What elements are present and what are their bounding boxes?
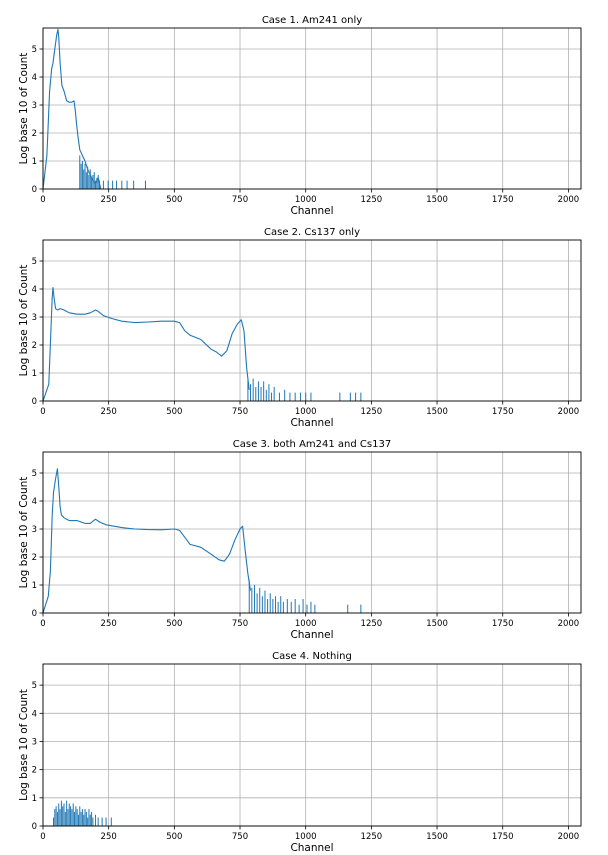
y-tick-label: 3: [32, 737, 37, 747]
x-tick-label: 0: [40, 407, 45, 417]
y-tick-label: 3: [32, 101, 37, 111]
x-axis-label: Channel: [290, 629, 333, 641]
y-tick-label: 4: [32, 709, 37, 719]
x-tick-label: 2000: [558, 832, 580, 842]
plot-frame: [42, 663, 582, 827]
series-line: [42, 28, 102, 190]
y-tick-label: 2: [32, 341, 37, 351]
x-tick-label: 1000: [295, 195, 317, 205]
y-axis-label: Log base 10 of Count: [18, 689, 30, 801]
y-tick-label: 4: [32, 73, 37, 83]
y-tick-label: 4: [32, 285, 37, 295]
y-tick-label: 0: [32, 609, 37, 619]
x-tick-label: 2000: [558, 195, 580, 205]
x-tick-label: 750: [232, 195, 248, 205]
chart-title: Case 2. Cs137 only: [264, 227, 360, 238]
x-tick-label: 1000: [295, 832, 317, 842]
x-tick-label: 1500: [426, 195, 448, 205]
x-tick-label: 500: [166, 195, 182, 205]
y-axis-label: Log base 10 of Count: [18, 265, 30, 377]
x-tick-label: 250: [101, 832, 117, 842]
y-tick-label: 5: [32, 45, 37, 55]
series-line: [42, 468, 252, 614]
plot-frame: [42, 27, 582, 190]
plot-frame: [42, 239, 582, 402]
chart-panel-1: 0 250 500 750 1000 1250 1500 1750 2000 0 1 2 3 4 5 Case…: [18, 15, 582, 217]
y-tick-label: 2: [32, 766, 37, 776]
x-tick-label: 1500: [426, 619, 448, 629]
x-tick-label: 2000: [558, 619, 580, 629]
x-tick-label: 1250: [361, 407, 383, 417]
x-tick-label: 0: [40, 619, 45, 629]
x-tick-label: 0: [40, 832, 45, 842]
y-tick-label: 1: [32, 794, 37, 804]
x-tick-label: 1750: [492, 407, 514, 417]
x-tick-label: 1750: [492, 195, 514, 205]
y-tick-label: 0: [32, 185, 37, 195]
chart-panel-4: 0 250 500 750 1000 1250 1500 1750 2000 0 1 2 3 4 5 Case…: [18, 651, 582, 854]
y-tick-label: 2: [32, 129, 37, 139]
y-axis-label: Log base 10 of Count: [18, 477, 30, 589]
chart-title: Case 4. Nothing: [272, 651, 352, 662]
x-tick-label: 750: [232, 407, 248, 417]
x-tick-label: 0: [40, 195, 45, 205]
chart-panel-3: 0 250 500 750 1000 1250 1500 1750 2000 0 1 2 3 4 5 Case…: [18, 439, 582, 641]
x-tick-label: 1500: [426, 407, 448, 417]
y-tick-label: 4: [32, 497, 37, 507]
x-tick-label: 1250: [361, 832, 383, 842]
y-tick-label: 2: [32, 553, 37, 563]
y-tick-label: 1: [32, 157, 37, 167]
x-axis-label: Channel: [290, 417, 333, 429]
x-tick-label: 2000: [558, 407, 580, 417]
chart-title: Case 1. Am241 only: [262, 15, 362, 26]
x-tick-label: 750: [232, 619, 248, 629]
x-tick-label: 500: [166, 619, 182, 629]
chart-title: Case 3. both Am241 and Cs137: [233, 439, 391, 450]
x-tick-label: 1500: [426, 832, 448, 842]
y-tick-label: 1: [32, 369, 37, 379]
y-tick-label: 5: [32, 681, 37, 691]
chart-panel-2: 0 250 500 750 1000 1250 1500 1750 2000 0 1 2 3 4 5 Case…: [18, 227, 582, 429]
x-tick-label: 1250: [361, 195, 383, 205]
y-tick-label: 3: [32, 525, 37, 535]
y-tick-label: 0: [32, 397, 37, 407]
y-tick-label: 3: [32, 313, 37, 323]
x-tick-label: 250: [101, 619, 117, 629]
y-tick-label: 5: [32, 469, 37, 479]
x-tick-label: 1750: [492, 619, 514, 629]
y-tick-label: 1: [32, 581, 37, 591]
x-tick-label: 1250: [361, 619, 383, 629]
x-tick-label: 1750: [492, 832, 514, 842]
plot-frame: [42, 451, 582, 614]
x-tick-label: 750: [232, 832, 248, 842]
y-tick-label: 5: [32, 257, 37, 267]
x-tick-label: 250: [101, 407, 117, 417]
x-axis-label: Channel: [290, 842, 333, 854]
series-line: [42, 287, 250, 402]
x-tick-label: 500: [166, 407, 182, 417]
x-tick-label: 500: [166, 832, 182, 842]
x-axis-label: Channel: [290, 205, 333, 217]
y-tick-label: 0: [32, 822, 37, 832]
x-tick-label: 1000: [295, 407, 317, 417]
x-tick-label: 1000: [295, 619, 317, 629]
x-tick-label: 250: [101, 195, 117, 205]
y-axis-label: Log base 10 of Count: [18, 53, 30, 165]
